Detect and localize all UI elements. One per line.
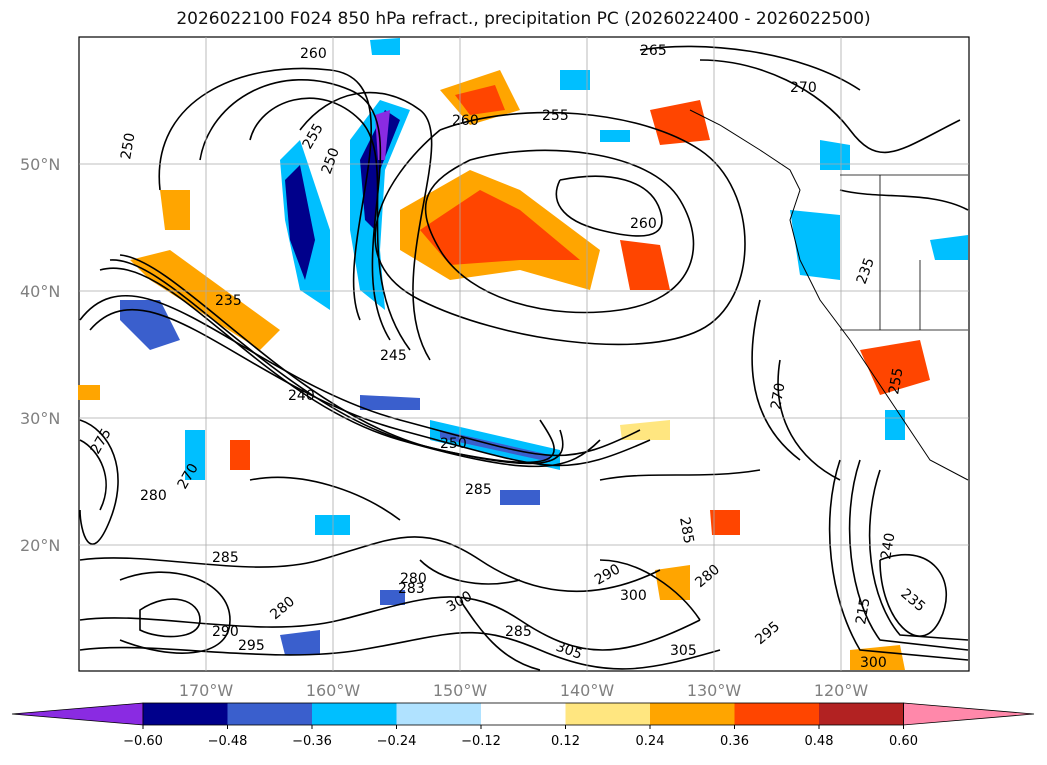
contour-label: 245 [380,348,407,364]
contour-label: 290 [212,624,239,640]
lon-label-170w: 170°W [179,681,234,700]
lon-label-150w: 150°W [433,681,488,700]
graticule [79,37,969,671]
colorbar-segment [227,703,312,725]
lon-label-160w: 160°W [306,681,361,700]
contour-label: 260 [630,216,657,232]
lon-labels: 170°W 160°W 150°W 140°W 130°W 120°W [179,681,869,700]
colorbar-segment [734,703,819,725]
contour-label: 260 [452,113,479,129]
lon-label-130w: 130°W [687,681,742,700]
contour-label: 280 [400,571,427,587]
contour-label: 300 [860,655,887,671]
contour-label: 255 [542,108,569,124]
contour-label: 240 [878,532,898,561]
colorbar-tick-label: 0.36 [720,734,749,749]
colorbar-tick-label: 0.12 [551,734,580,749]
map-title: 2026022100 F024 850 hPa refract., precip… [176,9,871,29]
colorbar-segment [650,703,735,725]
contour-label: 270 [790,80,817,96]
contour-label: 260 [300,46,327,62]
colorbar-tick-label: 0.48 [805,734,834,749]
colorbar-segment [819,703,904,725]
colorbar-tick-label: 0.60 [889,734,918,749]
colorbar-extend-high [903,702,1035,726]
colorbar-tick-label: 0.24 [636,734,665,749]
colorbar: −0.60 −0.48 −0.36 −0.24 −0.12 0.12 0.24 0.36 0.4… [11,702,1035,749]
contour-label: 250 [440,436,467,452]
state-borders [840,174,968,331]
colorbar-segment [481,703,566,725]
contour-label: 285 [505,624,532,640]
colorbar-segment [396,703,481,725]
contour-label: 265 [640,43,667,59]
lat-label-20n: 20°N [20,536,60,555]
contour-label: 283 [398,581,425,597]
colorbar-tick-label: −0.60 [123,734,163,749]
contour-label: 285 [676,516,696,545]
map-plot: 260 265 270 250 255 250 260 255 260 235 … [78,36,970,672]
lat-label-30n: 30°N [20,409,60,428]
lat-label-50n: 50°N [20,155,60,174]
coastline [689,109,969,481]
lon-label-140w: 140°W [560,681,615,700]
colorbar-segment [143,703,228,725]
colorbar-tick-label: −0.36 [292,734,332,749]
colorbar-extend-low [11,702,144,726]
contour-label: 280 [140,488,167,504]
contour-label: 305 [670,643,697,659]
map-frame [78,36,970,672]
lon-label-120w: 120°W [814,681,869,700]
colorbar-tick-label: −0.48 [208,734,248,749]
contour-label: 250 [118,132,138,161]
contour-label: 235 [215,293,242,309]
contour-label: 285 [465,482,492,498]
contour-label: 295 [238,638,265,654]
colorbar-tick-label: −0.24 [377,734,417,749]
contour-label: 215 [853,597,873,626]
contour-label: 300 [620,588,647,604]
lat-label-40n: 40°N [20,282,60,301]
precip-shading [78,38,968,670]
contour-label: 285 [212,550,239,566]
colorbar-segment [565,703,650,725]
lat-labels: 50°N 40°N 30°N 20°N [20,155,60,555]
contour-label-group: 260 265 270 250 255 250 260 255 260 235 … [88,43,929,671]
refractivity-contours [79,45,969,671]
contour-label: 255 [886,367,906,396]
colorbar-segment [312,703,397,725]
contour-label: 240 [288,388,315,404]
contour-label: 270 [768,382,788,411]
colorbar-tick-label: −0.12 [461,734,501,749]
colorbar-outline [142,702,904,726]
